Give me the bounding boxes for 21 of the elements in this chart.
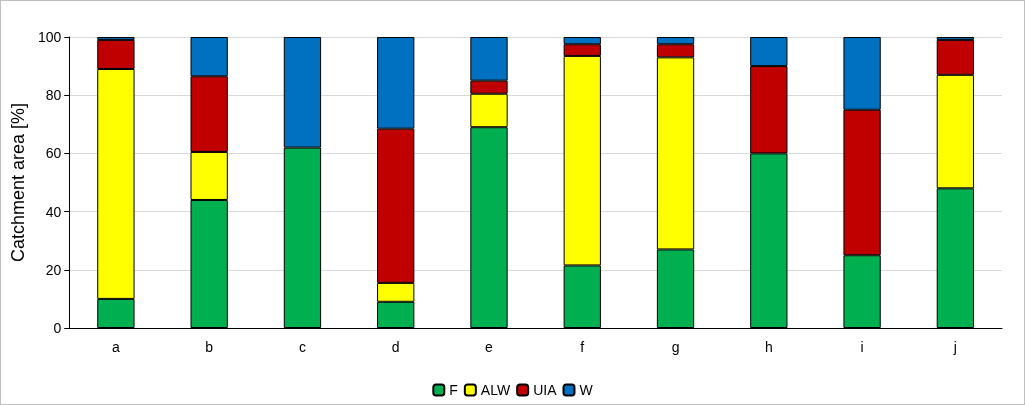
y-axis-title: Catchment area [%]: [8, 102, 28, 263]
x-tick-label: a: [112, 339, 120, 355]
legend-label: W: [579, 382, 594, 398]
y-tick-label: 0: [53, 320, 62, 336]
x-tick-label: e: [485, 339, 494, 355]
legend-label: UIA: [533, 382, 558, 398]
x-tick-label: c: [298, 339, 306, 355]
legend-label: F: [449, 382, 458, 398]
y-tick-label: 20: [45, 261, 62, 278]
x-tick-label: g: [671, 339, 680, 355]
x-tick-label: h: [764, 339, 773, 355]
x-tick-label: j: [952, 339, 957, 355]
x-tick-label: i: [860, 339, 864, 355]
legend-label: ALW: [480, 382, 511, 398]
y-tick-label: 40: [45, 203, 62, 220]
x-tick-label: d: [391, 339, 400, 355]
x-tick-label: b: [205, 339, 214, 355]
y-tick-label: 100: [37, 29, 62, 45]
y-tick-label: 80: [45, 87, 62, 104]
y-tick-label: 60: [45, 145, 62, 162]
x-tick-label: f: [580, 339, 585, 355]
